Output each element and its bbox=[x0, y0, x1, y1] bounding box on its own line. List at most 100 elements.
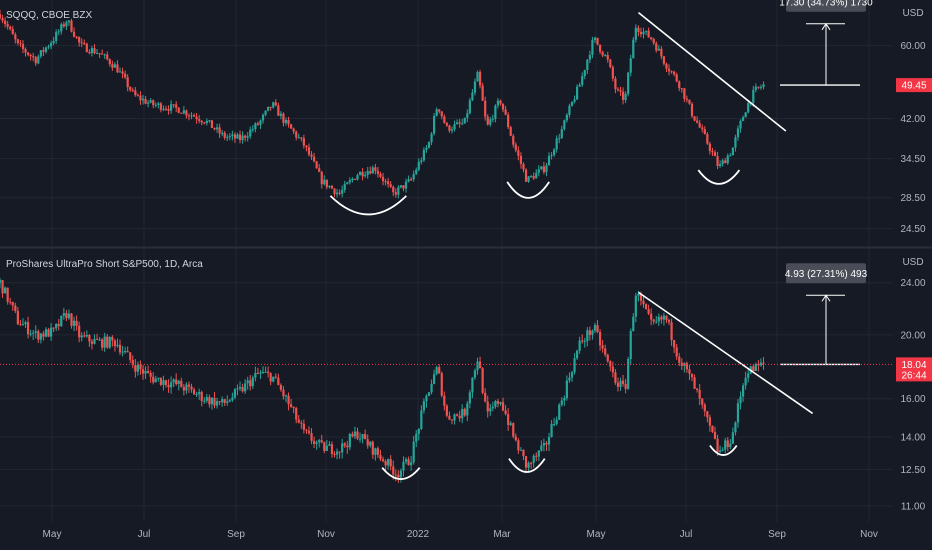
candle-body bbox=[762, 362, 765, 364]
candle-body bbox=[42, 50, 45, 52]
candle-body bbox=[690, 373, 694, 378]
candle-body bbox=[215, 127, 219, 130]
candle-body bbox=[688, 99, 691, 104]
measure-label-box[interactable] bbox=[786, 263, 866, 284]
chart-panel-2[interactable]: 24.00 20.00 16.00 14.00 12.50 11.00 USD ProShar… bbox=[0, 257, 932, 512]
candle-body bbox=[251, 129, 254, 131]
candle-body bbox=[560, 400, 563, 405]
candle-body bbox=[486, 116, 489, 125]
candle-body bbox=[624, 383, 627, 389]
candle-body bbox=[481, 368, 484, 393]
candle-body bbox=[348, 180, 351, 183]
candle-body bbox=[251, 377, 254, 387]
candle-body bbox=[67, 313, 71, 319]
candle-body bbox=[708, 143, 711, 151]
chart-panel-1[interactable]: 60.00 42.00 34.50 28.50 24.50 USD SQQQ, CBOE B… bbox=[0, 0, 932, 235]
candle-body bbox=[563, 120, 566, 130]
y-tick-label: 24.50 bbox=[900, 224, 925, 235]
candle-body bbox=[404, 181, 408, 189]
candle-body bbox=[187, 384, 191, 387]
candle-body bbox=[698, 389, 701, 399]
candle-body bbox=[83, 42, 86, 44]
candle-body bbox=[461, 123, 464, 125]
candle-body bbox=[384, 461, 387, 466]
candle-body bbox=[134, 365, 137, 372]
candle-body bbox=[49, 43, 53, 47]
candle-body bbox=[315, 442, 318, 444]
candle-body bbox=[399, 470, 403, 478]
base-arc[interactable] bbox=[506, 181, 550, 199]
currency-label: USD bbox=[902, 257, 923, 268]
base-arc[interactable] bbox=[329, 195, 407, 216]
candle-body bbox=[14, 305, 17, 311]
base-arc[interactable] bbox=[381, 467, 421, 480]
base-arc[interactable] bbox=[697, 169, 741, 185]
chart-title: SQQQ, CBOE BZX bbox=[6, 10, 92, 21]
candle-body bbox=[724, 160, 727, 164]
candle-body bbox=[34, 57, 37, 64]
x-tick-label: 2022 bbox=[407, 529, 430, 540]
candle-body bbox=[55, 32, 58, 42]
candle-body bbox=[484, 100, 487, 117]
candle-body bbox=[496, 100, 500, 106]
candle-body bbox=[389, 459, 392, 467]
base-arc[interactable] bbox=[709, 444, 738, 456]
candle-body bbox=[16, 310, 19, 325]
last-price-value: 18.04 bbox=[901, 360, 926, 371]
candle-body bbox=[236, 134, 239, 139]
candle-body bbox=[85, 334, 88, 337]
candle-body bbox=[415, 433, 418, 442]
candle-body bbox=[657, 48, 660, 51]
candle-body bbox=[213, 127, 216, 130]
trendline[interactable] bbox=[637, 12, 787, 132]
candle-body bbox=[215, 401, 219, 406]
candle-body bbox=[604, 55, 607, 57]
candle-body bbox=[139, 95, 142, 101]
y-tick-label: 34.50 bbox=[900, 154, 925, 165]
candle-body bbox=[555, 419, 558, 424]
trendline[interactable] bbox=[638, 291, 814, 415]
candle-body bbox=[57, 31, 60, 33]
candle-body bbox=[624, 93, 627, 101]
candle-body bbox=[397, 474, 400, 478]
candle-body bbox=[192, 389, 196, 395]
candle-body bbox=[70, 313, 73, 326]
candle-body bbox=[627, 358, 630, 389]
candle-body bbox=[101, 339, 104, 348]
candle-body bbox=[21, 324, 25, 326]
candle-body bbox=[65, 313, 68, 319]
measure-label-box[interactable] bbox=[786, 0, 866, 12]
candle-body bbox=[532, 176, 535, 179]
candle-body bbox=[374, 167, 377, 171]
candle-body bbox=[591, 330, 594, 335]
candle-body bbox=[494, 401, 497, 407]
chart-title: ProShares UltraPro Short S&P500, 1D, Arc… bbox=[6, 259, 203, 270]
candle-body bbox=[397, 187, 400, 195]
candle-body bbox=[180, 112, 183, 114]
candle-body bbox=[149, 372, 152, 377]
candle-body bbox=[210, 120, 214, 128]
candle-body bbox=[269, 373, 272, 382]
candle-body bbox=[703, 404, 706, 412]
candle-body bbox=[581, 340, 584, 342]
candle-body bbox=[144, 371, 147, 374]
candle-body bbox=[108, 336, 111, 348]
candle-body bbox=[175, 379, 178, 385]
candle-body bbox=[713, 152, 717, 157]
candle-body bbox=[690, 103, 694, 117]
candle-body bbox=[26, 322, 30, 335]
candle-body bbox=[634, 27, 637, 40]
candle-body bbox=[32, 332, 35, 334]
candle-body bbox=[708, 417, 711, 426]
candle-body bbox=[60, 24, 63, 32]
candle-body bbox=[118, 344, 122, 353]
base-arc[interactable] bbox=[508, 458, 546, 473]
candle-body bbox=[312, 440, 316, 444]
candle-body bbox=[259, 120, 262, 125]
candle-body bbox=[167, 108, 170, 111]
candle-body bbox=[152, 100, 155, 106]
candle-body bbox=[19, 324, 22, 326]
candle-body bbox=[374, 448, 377, 455]
candle-body bbox=[108, 59, 111, 65]
